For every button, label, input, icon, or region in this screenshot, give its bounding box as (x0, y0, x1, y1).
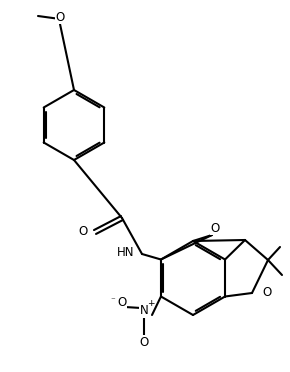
Text: N: N (139, 305, 148, 317)
Text: +: + (147, 299, 155, 308)
Text: O: O (139, 336, 148, 349)
Text: HN: HN (117, 246, 135, 259)
Text: O: O (262, 286, 271, 299)
Text: O: O (117, 295, 127, 308)
Text: ⁻: ⁻ (110, 296, 115, 305)
Text: O: O (210, 221, 220, 234)
Text: O: O (79, 224, 88, 237)
Text: O: O (55, 10, 65, 23)
